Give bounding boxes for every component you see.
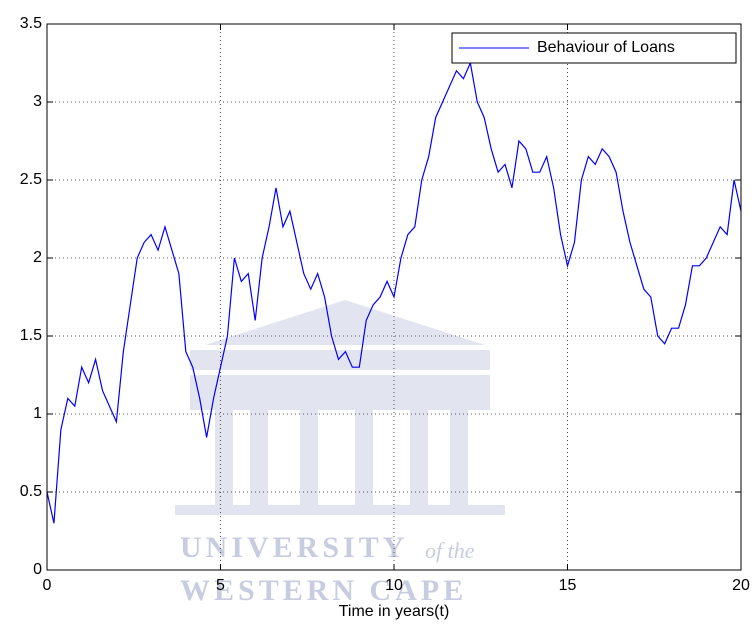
y-tick-label: 0.5 xyxy=(20,483,42,500)
watermark-building xyxy=(175,300,505,515)
x-tick-label: 15 xyxy=(559,577,577,594)
watermark-text: UNIVERSITY xyxy=(180,531,408,564)
y-tick-label: 1 xyxy=(33,405,42,422)
x-axis-label: Time in years(t) xyxy=(339,603,450,620)
x-tick-label: 5 xyxy=(216,577,225,594)
x-tick-label: 0 xyxy=(43,577,52,594)
plot-frame xyxy=(46,23,742,571)
y-tick-label: 2 xyxy=(33,249,42,266)
y-tick-label: 0 xyxy=(33,561,42,578)
watermark-text: of the xyxy=(425,538,475,563)
x-tick-label: 10 xyxy=(385,577,403,594)
x-tick-label: 20 xyxy=(732,577,750,594)
y-tick-label: 3.5 xyxy=(20,15,42,32)
watermark-text: WESTERN CAPE xyxy=(180,574,467,607)
legend-label: Behaviour of Loans xyxy=(537,39,675,56)
y-tick-label: 1.5 xyxy=(20,327,42,344)
y-tick-label: 3 xyxy=(33,93,42,110)
y-tick-label: 2.5 xyxy=(20,171,42,188)
data-line xyxy=(46,60,742,524)
